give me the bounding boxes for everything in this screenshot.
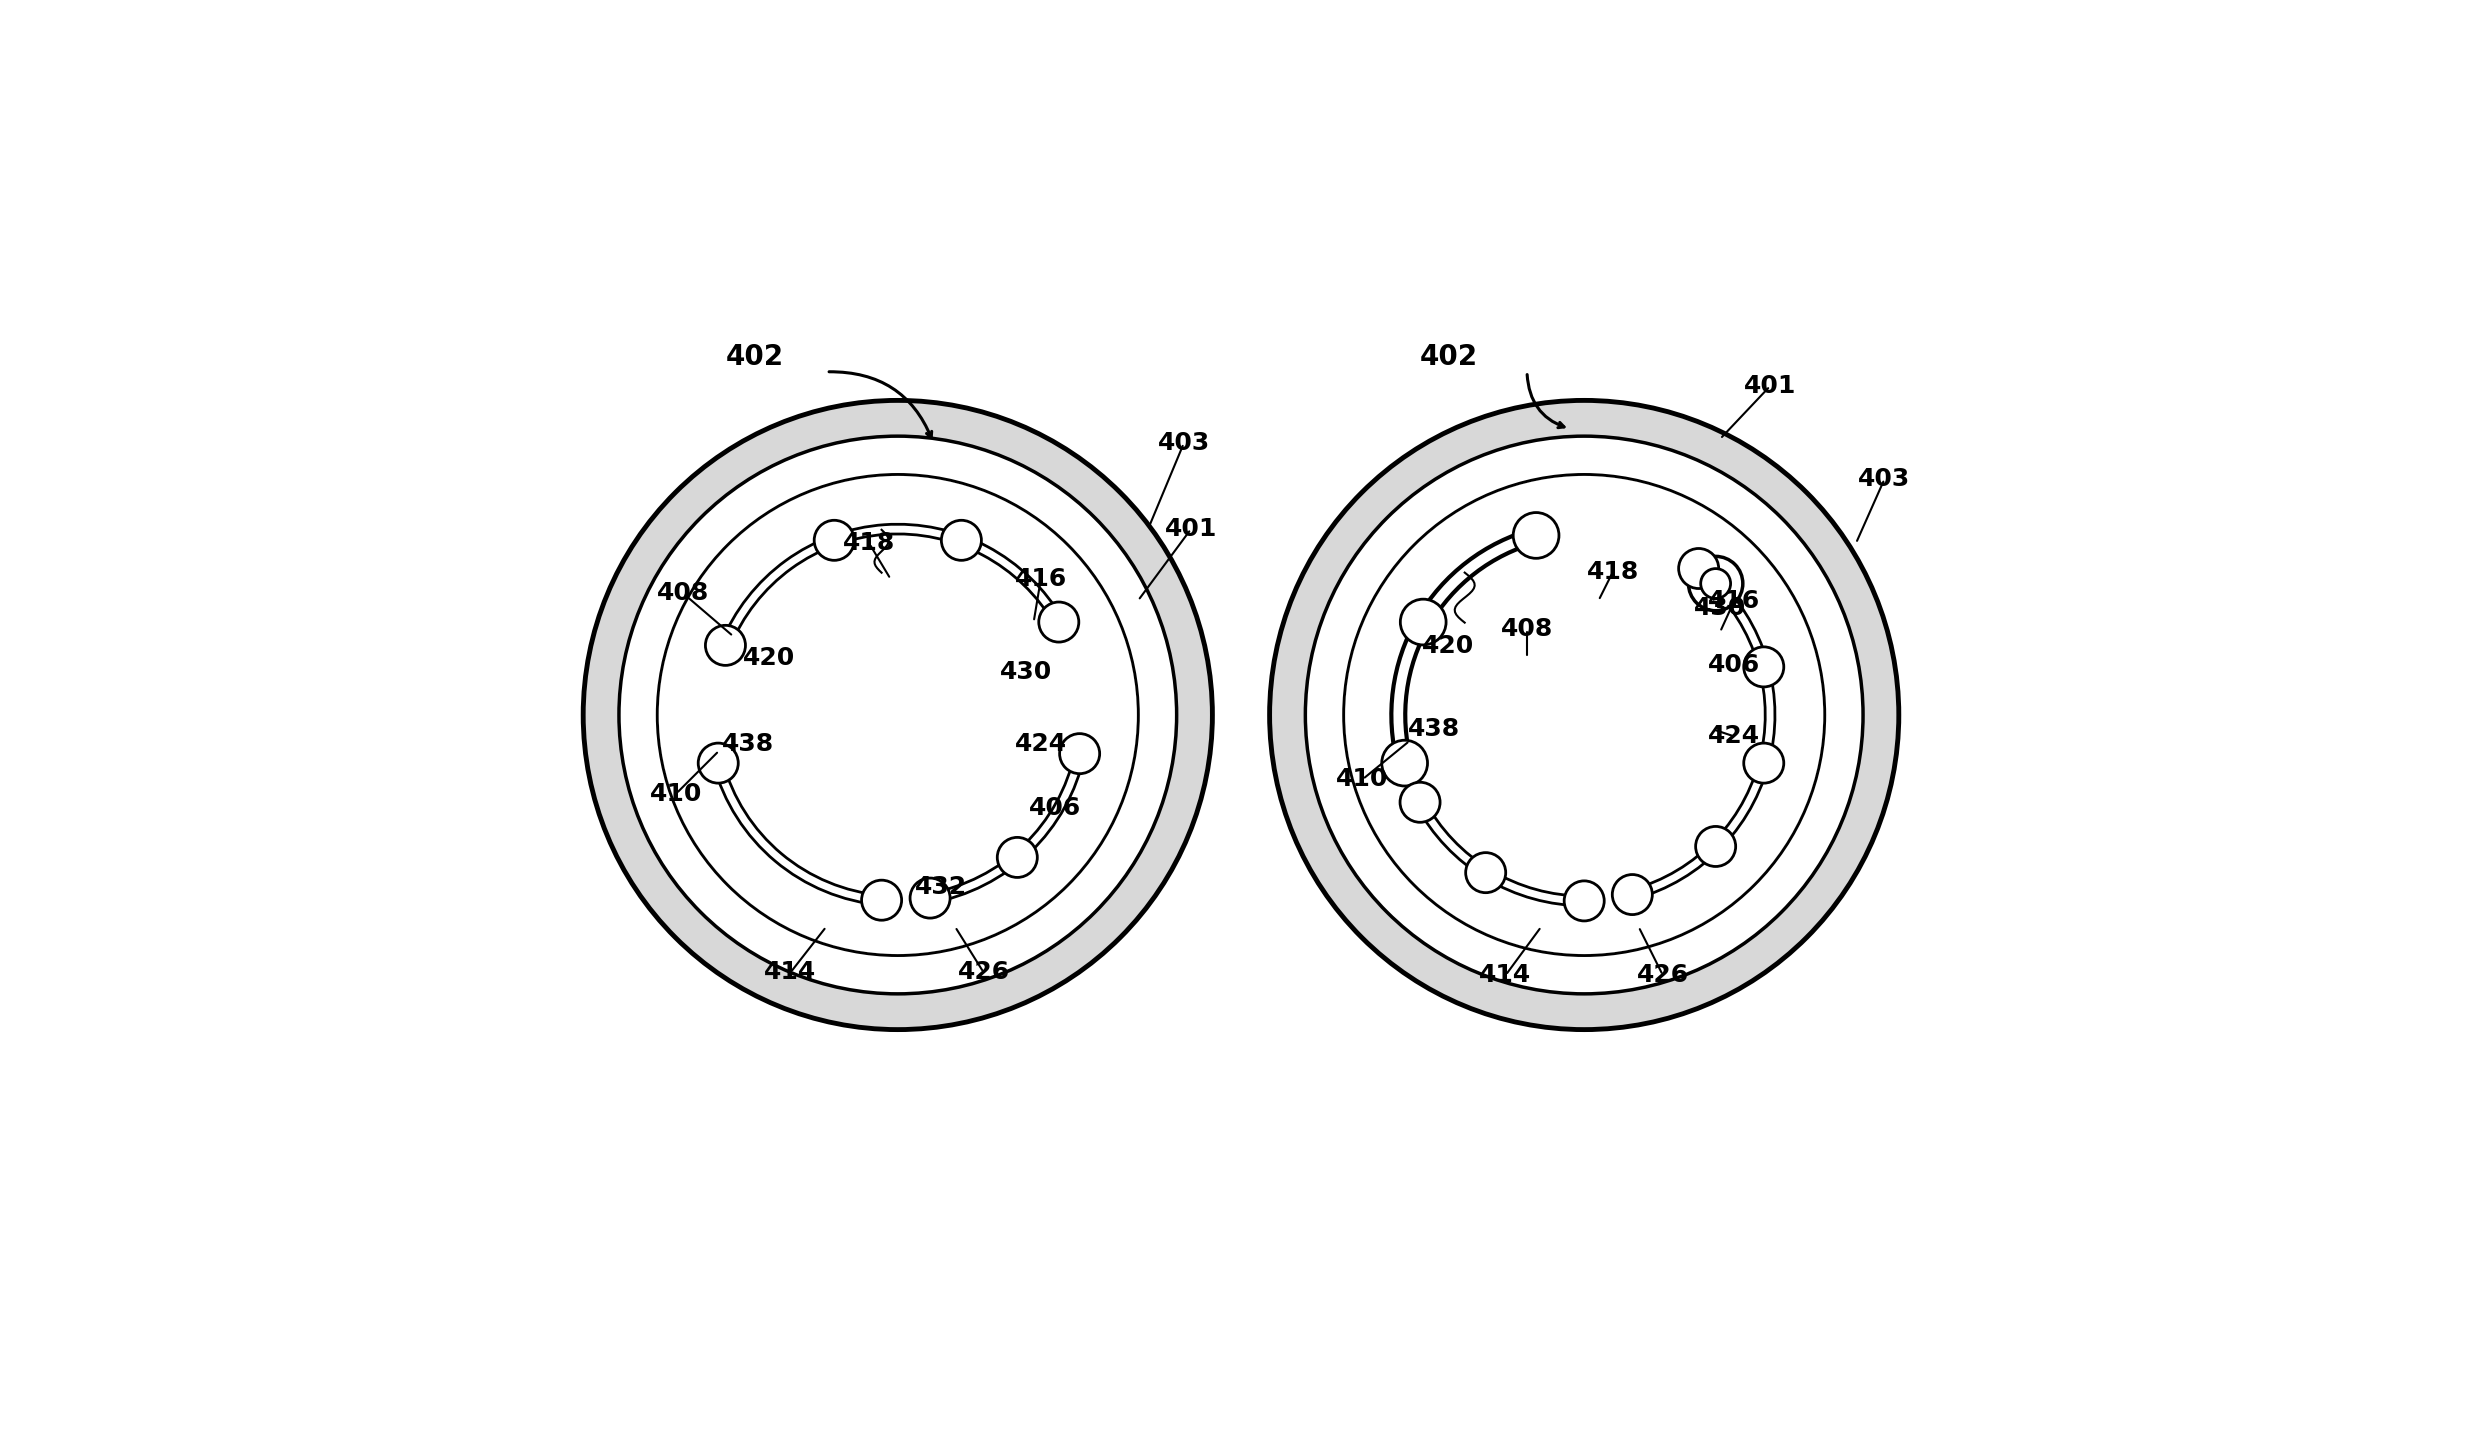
Text: 414: 414 xyxy=(1479,964,1531,987)
Text: 410: 410 xyxy=(650,782,702,805)
Text: 426: 426 xyxy=(1636,964,1688,987)
Circle shape xyxy=(1613,875,1653,915)
Circle shape xyxy=(618,436,1176,994)
Circle shape xyxy=(1060,734,1100,774)
Circle shape xyxy=(1745,744,1785,784)
Circle shape xyxy=(1700,569,1730,599)
Circle shape xyxy=(911,878,951,918)
Text: 424: 424 xyxy=(1015,732,1067,755)
Circle shape xyxy=(814,521,854,561)
Circle shape xyxy=(1400,599,1447,645)
Circle shape xyxy=(1467,852,1507,892)
Circle shape xyxy=(1745,646,1785,686)
Text: 402: 402 xyxy=(1420,343,1477,370)
Text: 432: 432 xyxy=(916,875,968,898)
Circle shape xyxy=(705,625,745,665)
Circle shape xyxy=(998,838,1037,878)
Text: 430: 430 xyxy=(1693,596,1747,619)
Text: 430: 430 xyxy=(1000,661,1052,684)
Text: 416: 416 xyxy=(1708,589,1760,612)
Text: 438: 438 xyxy=(1407,718,1459,741)
Circle shape xyxy=(1400,782,1440,822)
Text: 410: 410 xyxy=(1335,768,1390,791)
Text: 408: 408 xyxy=(1502,618,1554,641)
Circle shape xyxy=(583,400,1211,1030)
Circle shape xyxy=(1306,436,1864,994)
Text: 402: 402 xyxy=(725,343,784,370)
Circle shape xyxy=(1514,512,1559,558)
Circle shape xyxy=(941,521,980,561)
Circle shape xyxy=(1345,476,1824,954)
Circle shape xyxy=(658,475,1139,955)
Text: 438: 438 xyxy=(722,732,774,755)
Circle shape xyxy=(1382,741,1427,786)
Text: 416: 416 xyxy=(1015,568,1067,591)
Circle shape xyxy=(861,881,901,921)
Text: 414: 414 xyxy=(764,961,817,984)
Text: 420: 420 xyxy=(742,646,794,669)
Text: 401: 401 xyxy=(1164,518,1216,541)
Text: 401: 401 xyxy=(1745,375,1797,398)
Text: 403: 403 xyxy=(1157,432,1209,455)
Text: 426: 426 xyxy=(958,961,1010,984)
Circle shape xyxy=(1678,549,1718,589)
Text: 403: 403 xyxy=(1859,468,1911,490)
Circle shape xyxy=(1271,400,1899,1030)
Circle shape xyxy=(1343,475,1824,955)
Circle shape xyxy=(1040,602,1080,642)
Circle shape xyxy=(697,744,737,784)
Text: 418: 418 xyxy=(1586,561,1638,583)
Text: 406: 406 xyxy=(1708,654,1760,676)
Text: 424: 424 xyxy=(1708,725,1760,748)
Circle shape xyxy=(1695,827,1735,867)
Circle shape xyxy=(1564,881,1603,921)
Text: 418: 418 xyxy=(844,532,896,555)
Circle shape xyxy=(1688,556,1742,611)
Text: 408: 408 xyxy=(658,582,710,605)
Text: 420: 420 xyxy=(1422,635,1474,658)
Circle shape xyxy=(658,476,1137,954)
Text: 406: 406 xyxy=(1030,797,1082,819)
